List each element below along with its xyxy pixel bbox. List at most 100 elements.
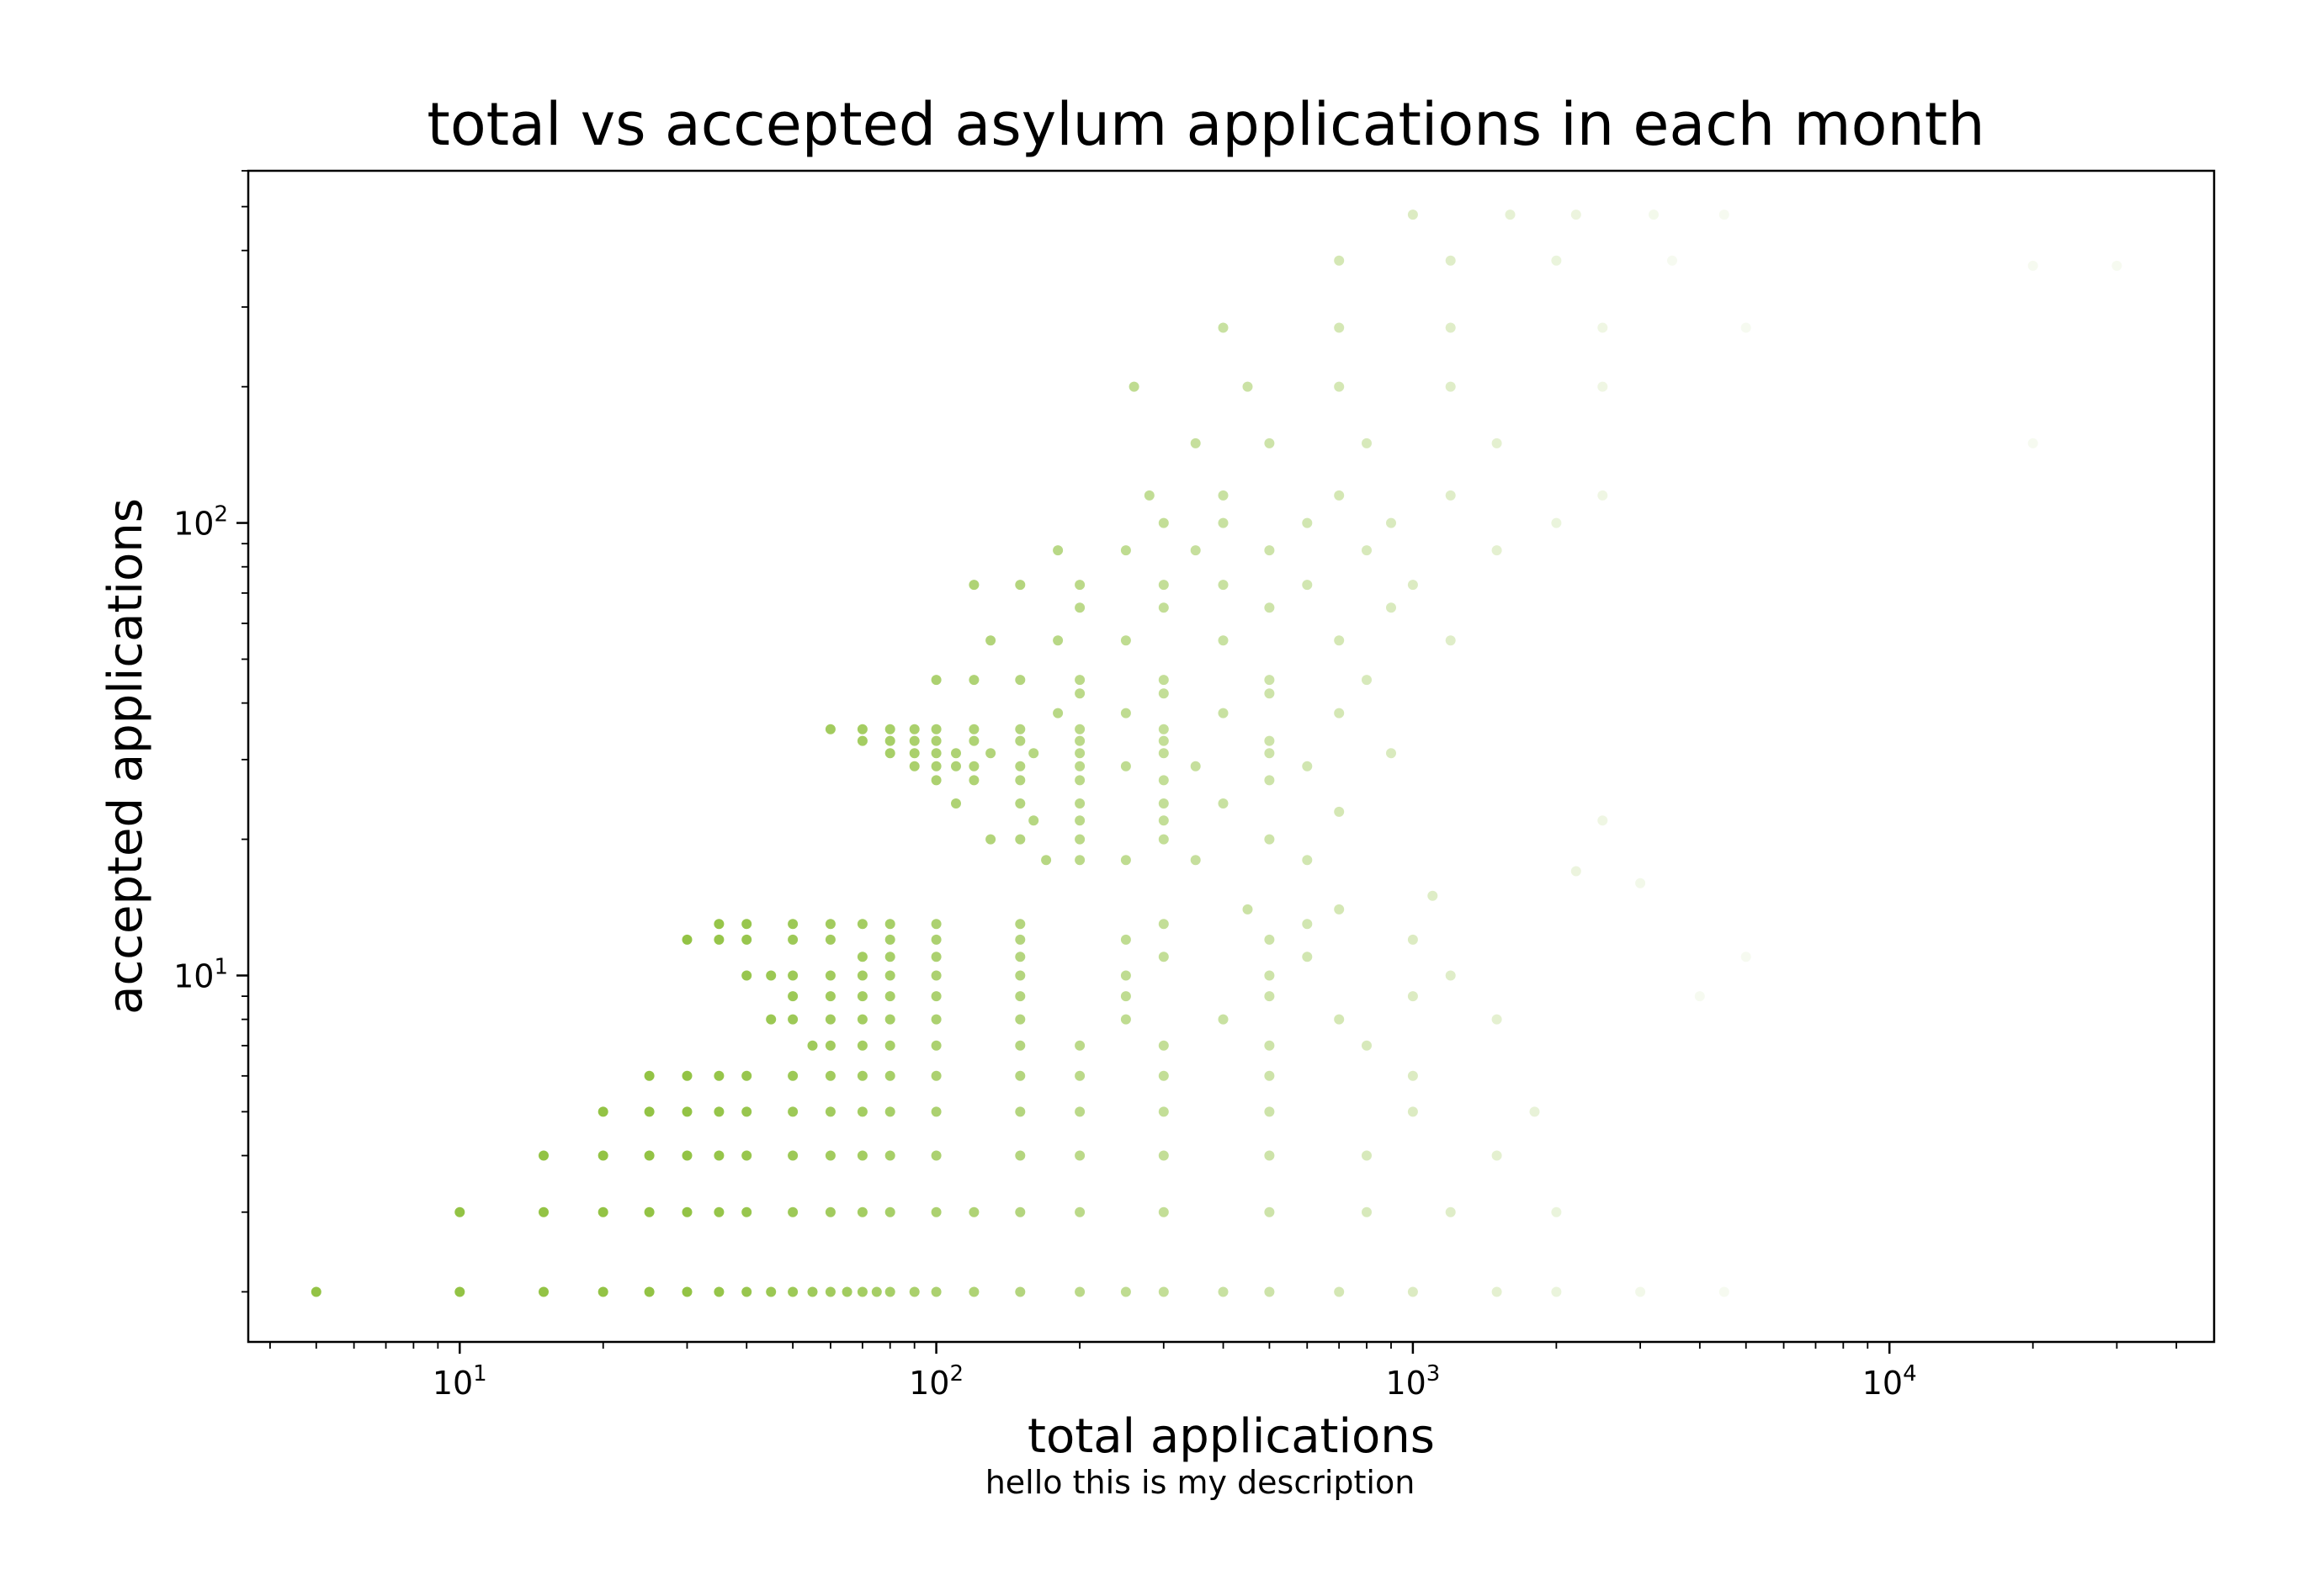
scatter-point — [682, 1286, 693, 1297]
scatter-point — [1075, 855, 1086, 866]
scatter-point — [825, 1206, 836, 1217]
scatter-point — [909, 748, 920, 759]
scatter-point — [951, 798, 961, 809]
scatter-point — [857, 1040, 868, 1051]
scatter-point — [1218, 517, 1229, 528]
scatter-point — [1120, 761, 1131, 771]
scatter-point — [714, 1106, 725, 1117]
scatter-point — [1597, 490, 1608, 501]
scatter-point — [857, 1206, 868, 1217]
scatter-point — [1075, 724, 1086, 734]
scatter-point — [825, 1070, 836, 1081]
scatter-point — [1362, 437, 1372, 448]
scatter-point — [884, 934, 895, 945]
scatter-point — [985, 635, 996, 646]
scatter-point — [1120, 1014, 1131, 1025]
scatter-point — [1264, 545, 1275, 556]
scatter-point — [1302, 855, 1313, 866]
scatter-point — [1264, 602, 1275, 613]
scatter-point — [1158, 517, 1169, 528]
scatter-point — [1158, 1106, 1169, 1117]
scatter-point — [1015, 735, 1026, 746]
scatter-point — [741, 1070, 752, 1081]
scatter-point — [1158, 602, 1169, 613]
scatter-point — [1015, 761, 1026, 771]
scatter-point — [951, 761, 961, 771]
scatter-point — [931, 934, 942, 945]
scatter-point — [788, 1206, 799, 1217]
scatter-point — [1264, 1040, 1275, 1051]
scatter-point — [1075, 1106, 1086, 1117]
y-axis-label: accepted applications — [98, 498, 153, 1015]
scatter-point — [884, 919, 895, 930]
scatter-point — [714, 934, 725, 945]
scatter-point — [1120, 970, 1131, 981]
scatter-point — [2027, 260, 2038, 271]
scatter-point — [1015, 952, 1026, 962]
scatter-point — [788, 970, 799, 981]
scatter-point — [1075, 1150, 1086, 1161]
scatter-point — [1386, 517, 1396, 528]
scatter-point — [1015, 1070, 1026, 1081]
scatter-point — [1427, 890, 1438, 901]
scatter-point — [1570, 866, 1581, 877]
scatter-point — [1028, 748, 1039, 759]
scatter-point — [1551, 1206, 1562, 1217]
scatter-point — [825, 1106, 836, 1117]
scatter-point — [1740, 952, 1751, 962]
scatter-point — [1264, 675, 1275, 686]
scatter-point — [884, 1014, 895, 1025]
scatter-point — [1015, 970, 1026, 981]
scatter-point — [825, 991, 836, 1002]
scatter-point — [539, 1150, 549, 1161]
scatter-point — [857, 1106, 868, 1117]
scatter-point — [1445, 635, 1456, 646]
scatter-point — [788, 1014, 799, 1025]
scatter-point — [1302, 952, 1313, 962]
scatter-point — [1334, 806, 1345, 817]
scatter-point — [1015, 724, 1026, 734]
scatter-point — [1028, 815, 1039, 826]
scatter-point — [931, 675, 942, 686]
scatter-point — [857, 952, 868, 962]
scatter-point — [1445, 255, 1456, 266]
scatter-point — [714, 919, 725, 930]
scatter-point — [311, 1286, 321, 1297]
plot-frame — [247, 169, 2216, 1344]
scatter-point — [1158, 815, 1169, 826]
scatter-point — [884, 970, 895, 981]
scatter-point — [931, 724, 942, 734]
scatter-point — [1158, 952, 1169, 962]
scatter-point — [1407, 1106, 1418, 1117]
scatter-point — [1264, 748, 1275, 759]
scatter-point — [1362, 1150, 1372, 1161]
scatter-point — [1718, 1286, 1729, 1297]
scatter-point — [1041, 855, 1052, 866]
scatter-point — [1407, 1070, 1418, 1081]
scatter-point — [788, 991, 799, 1002]
scatter-point — [1551, 1286, 1562, 1297]
scatter-point — [714, 1070, 725, 1081]
scatter-point — [1491, 1150, 1502, 1161]
scatter-point — [644, 1106, 655, 1117]
scatter-point — [931, 991, 942, 1002]
scatter-point — [857, 1014, 868, 1025]
scatter-point — [931, 970, 942, 981]
scatter-point — [1445, 970, 1456, 981]
scatter-point — [714, 1150, 725, 1161]
scatter-point — [1218, 798, 1229, 809]
scatter-point — [825, 934, 836, 945]
scatter-point — [931, 1070, 942, 1081]
scatter-point — [1649, 209, 1659, 220]
scatter-point — [766, 970, 777, 981]
y-tick-label: 102 — [173, 502, 228, 543]
scatter-point — [644, 1070, 655, 1081]
scatter-point — [985, 834, 996, 845]
scatter-point — [1075, 761, 1086, 771]
scatter-point — [1491, 437, 1502, 448]
scatter-point — [682, 1106, 693, 1117]
scatter-point — [1551, 255, 1562, 266]
scatter-point — [766, 1014, 777, 1025]
scatter-point — [1218, 1286, 1229, 1297]
scatter-point — [597, 1286, 608, 1297]
